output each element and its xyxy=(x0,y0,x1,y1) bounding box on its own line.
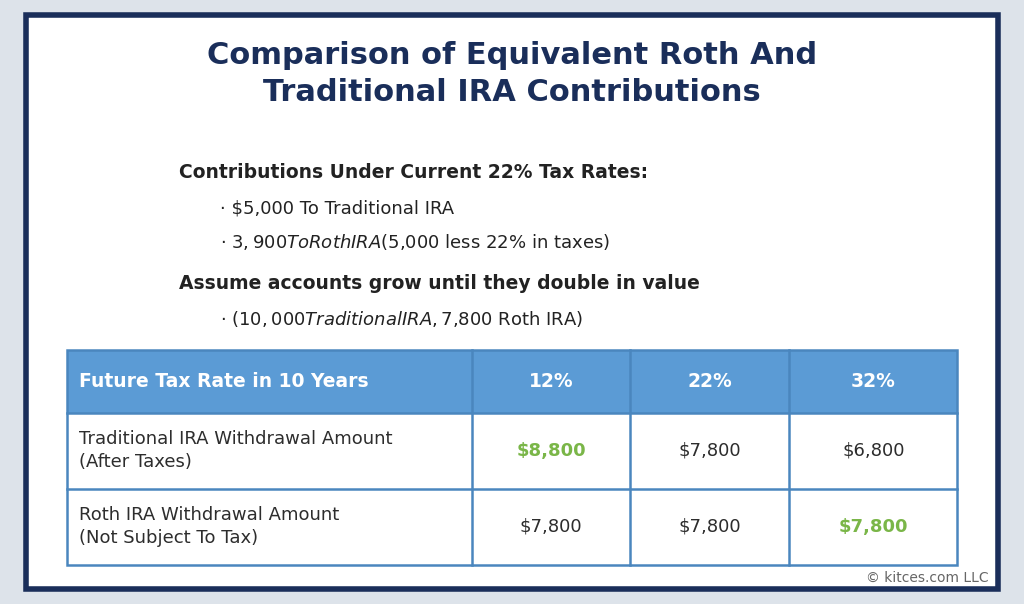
Text: $7,800: $7,800 xyxy=(679,518,741,536)
Text: $7,800: $7,800 xyxy=(839,518,908,536)
FancyBboxPatch shape xyxy=(67,350,957,413)
Text: Contributions Under Current 22% Tax Rates:: Contributions Under Current 22% Tax Rate… xyxy=(179,162,648,182)
Text: 12%: 12% xyxy=(528,372,573,391)
Text: Traditional IRA Withdrawal Amount
(After Taxes): Traditional IRA Withdrawal Amount (After… xyxy=(79,430,392,471)
Text: $6,800: $6,800 xyxy=(842,442,904,460)
Text: Roth IRA Withdrawal Amount
(Not Subject To Tax): Roth IRA Withdrawal Amount (Not Subject … xyxy=(79,506,339,547)
Text: $8,800: $8,800 xyxy=(516,442,586,460)
FancyBboxPatch shape xyxy=(67,489,957,565)
Text: Future Tax Rate in 10 Years: Future Tax Rate in 10 Years xyxy=(79,372,369,391)
FancyBboxPatch shape xyxy=(26,15,998,589)
Text: 32%: 32% xyxy=(851,372,896,391)
FancyBboxPatch shape xyxy=(67,413,957,489)
Text: 22%: 22% xyxy=(687,372,732,391)
Text: $7,800: $7,800 xyxy=(679,442,741,460)
Text: · ($10,000 Traditional IRA, $7,800 Roth IRA): · ($10,000 Traditional IRA, $7,800 Roth … xyxy=(220,309,584,329)
Text: Comparison of Equivalent Roth And
Traditional IRA Contributions: Comparison of Equivalent Roth And Tradit… xyxy=(207,40,817,107)
Text: · $5,000 To Traditional IRA: · $5,000 To Traditional IRA xyxy=(220,199,455,217)
Text: © kitces.com LLC: © kitces.com LLC xyxy=(865,571,988,585)
Text: $7,800: $7,800 xyxy=(520,518,583,536)
Text: · $3,900 To Roth IRA ($5,000 less 22% in taxes): · $3,900 To Roth IRA ($5,000 less 22% in… xyxy=(220,231,610,252)
Text: Assume accounts grow until they double in value: Assume accounts grow until they double i… xyxy=(179,274,700,294)
